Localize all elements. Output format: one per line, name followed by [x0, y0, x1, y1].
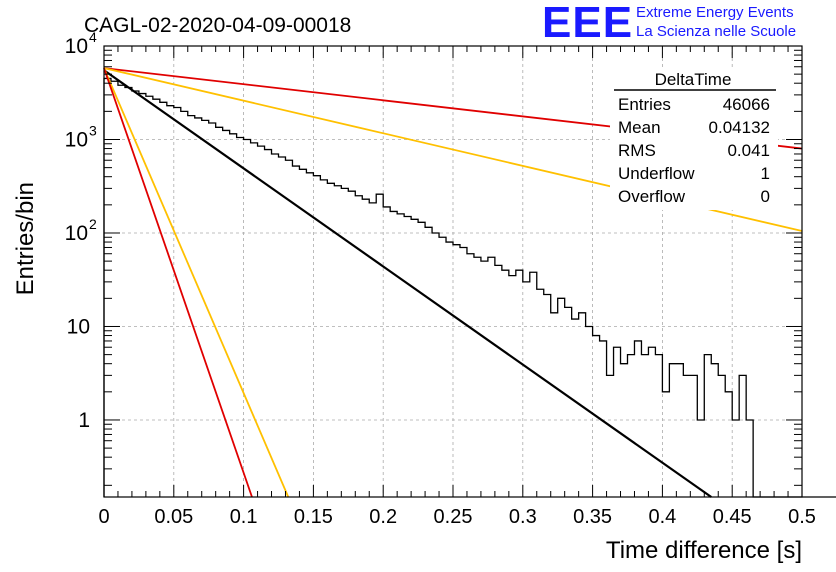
y-tick-label: 1 [78, 409, 90, 432]
x-axis-label: Time difference [s] [606, 537, 802, 564]
fit-line-1 [103, 69, 712, 498]
x-tick-label: 0.45 [713, 506, 752, 528]
fit-line-4 [103, 67, 290, 498]
x-tick-label: 0.3 [509, 506, 537, 528]
x-tick-label: 0.2 [369, 506, 397, 528]
x-tick-label: 0.5 [788, 506, 816, 528]
stats-label: RMS [618, 141, 656, 160]
stats-value: 46066 [723, 95, 770, 114]
y-axis-label: Entries/bin [12, 182, 39, 295]
x-tick-label: 0.15 [294, 506, 333, 528]
y-tick-label: 10 [65, 35, 88, 58]
stats-label: Underflow [618, 164, 695, 183]
logo-line-2: La Scienza nelle Scuole [636, 23, 797, 40]
logo-line-1: Extreme Energy Events [636, 4, 794, 21]
y-tick-label: 10 [65, 128, 88, 151]
grid [104, 46, 802, 497]
x-tick-labels: 0 0.05 0.1 0.15 0.2 0.25 0.3 0.35 0.4 0.45 0.5 [98, 506, 815, 528]
x-tick-label: 0.35 [573, 506, 612, 528]
stats-label: Mean [618, 118, 661, 137]
stats-value: 0.04132 [709, 118, 770, 137]
y-tick-label: 10 [65, 222, 88, 245]
axis-ticks [103, 46, 803, 497]
x-tick-label: 0.1 [230, 506, 258, 528]
histogram-steps [103, 77, 836, 498]
stats-value: 0 [761, 187, 770, 206]
histogram [103, 77, 836, 498]
stats-value: 0.041 [727, 141, 770, 160]
x-tick-label: 0.4 [648, 506, 676, 528]
stats-box-bg [610, 70, 778, 210]
stats-box: DeltaTime Entries 46066 Mean 0.04132 RMS 0.041… [610, 70, 778, 210]
stats-value: 1 [761, 164, 770, 183]
y-tick-exponent: 3 [89, 122, 97, 138]
stats-label: Entries [618, 95, 671, 114]
stats-label: Overflow [618, 187, 686, 206]
x-tick-label: 0.05 [154, 506, 193, 528]
stats-title: DeltaTime [655, 70, 732, 89]
y-tick-label: 10 [67, 315, 90, 338]
y-tick-exponent: 4 [89, 29, 97, 45]
fit-line-5 [103, 67, 253, 498]
eee-logo: EEE Extreme Energy Events La Scienza nel… [540, 0, 830, 47]
logo-mark: EEE [542, 0, 634, 47]
x-tick-label: 0 [98, 506, 109, 528]
y-tick-exponent: 2 [89, 216, 97, 232]
chart-title: CAGL-02-2020-04-09-00018 [84, 14, 351, 37]
x-tick-label: 0.25 [434, 506, 473, 528]
